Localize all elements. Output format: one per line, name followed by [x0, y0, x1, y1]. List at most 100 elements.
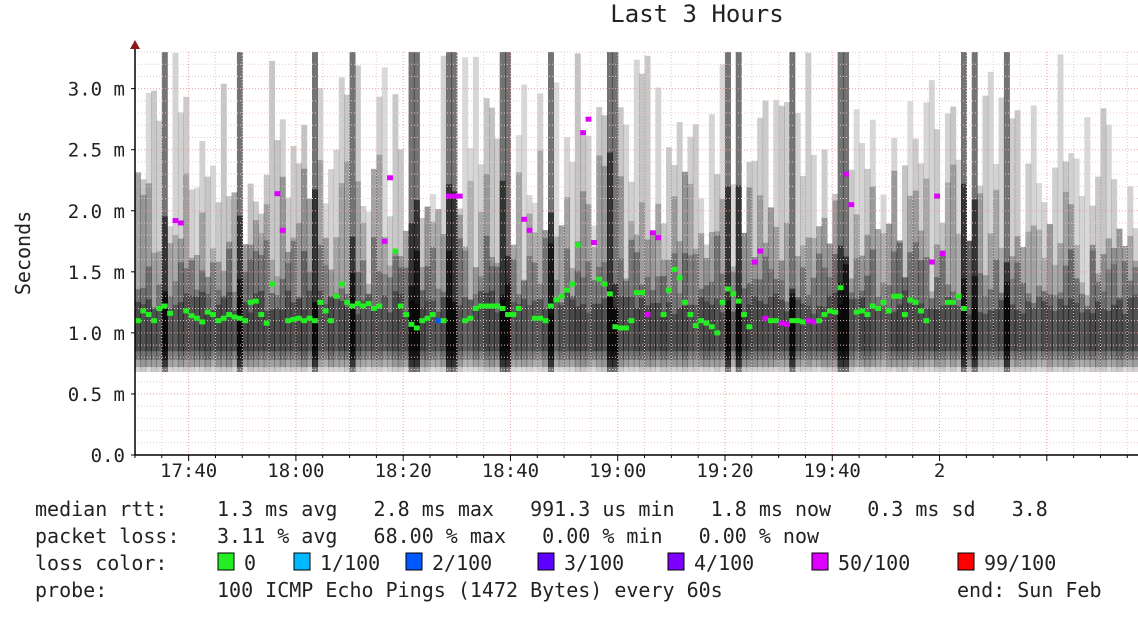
median-point	[435, 318, 442, 324]
x-tick-label: 18:20	[375, 460, 432, 482]
loss-swatch-box	[293, 552, 311, 571]
end-time: end: Sun Feb	[957, 578, 1102, 602]
smoke-band	[590, 225, 597, 372]
y-axis-arrow	[130, 40, 140, 49]
smoke-band	[371, 237, 377, 360]
smoke-band	[944, 297, 951, 352]
smoke-band	[692, 248, 699, 368]
smoke-column	[875, 229, 882, 372]
median-point	[859, 308, 865, 314]
smoke-column	[800, 176, 807, 372]
smoke-band	[312, 302, 318, 352]
loss-swatch-label: 2/100	[432, 551, 492, 575]
smoke-band	[306, 198, 313, 368]
smoke-band	[805, 237, 812, 368]
smoke-column	[649, 230, 656, 372]
median-point	[902, 312, 908, 318]
x-tick-label: 17:40	[160, 460, 217, 482]
smoke-column	[403, 230, 410, 372]
smoke-band	[907, 303, 914, 352]
smoke-band	[172, 234, 179, 368]
smoke-band	[601, 165, 608, 368]
median-point	[944, 299, 951, 305]
smoke-band	[333, 293, 340, 360]
smoke-band	[344, 294, 351, 360]
smoke-band	[955, 233, 962, 368]
median-point	[564, 287, 570, 293]
smoke-band	[837, 52, 844, 372]
smoke-band	[140, 287, 147, 360]
smoke-band	[285, 251, 292, 360]
smoke-band	[580, 191, 587, 368]
smoke-column	[928, 80, 935, 372]
smoke-band	[489, 266, 495, 360]
smoke-band	[773, 99, 780, 372]
smoke-band	[939, 222, 946, 372]
smoke-band	[145, 92, 152, 372]
smoke-band	[1073, 302, 1080, 352]
smoke-band	[1030, 302, 1037, 352]
smoke-band	[354, 271, 361, 360]
loss-swatch-box	[405, 552, 423, 571]
smoke-column	[912, 138, 919, 372]
smoke-column	[210, 165, 217, 372]
smoke-band	[215, 304, 222, 352]
smoke-band	[1116, 228, 1123, 368]
smoke-band	[923, 257, 930, 360]
smoke-column	[1052, 167, 1059, 372]
smoke-band	[226, 248, 233, 360]
smoke-column	[1003, 52, 1010, 372]
smoke-column	[596, 107, 603, 372]
smoke-band	[472, 306, 479, 352]
median-point	[934, 193, 941, 199]
smoke-column	[607, 52, 613, 372]
smoke-band	[730, 184, 737, 372]
smoke-band	[478, 212, 485, 368]
smoke-band	[365, 211, 372, 372]
smoke-band	[338, 183, 345, 368]
smoke-band	[751, 256, 758, 368]
smoke-band	[617, 176, 624, 368]
smoke-band	[687, 136, 694, 372]
smoke-band	[263, 240, 270, 360]
smoke-band	[757, 279, 764, 360]
smoke-band	[387, 277, 394, 360]
smoke-band	[757, 117, 764, 372]
smoke-band	[269, 292, 276, 360]
smoke-band	[928, 298, 935, 352]
smoke-band	[832, 292, 839, 352]
smoke-band	[1121, 313, 1128, 352]
smoke-band	[295, 296, 302, 360]
smoke-band	[167, 243, 174, 368]
smoke-band	[167, 295, 174, 360]
median-point	[387, 175, 393, 181]
smoke-band	[864, 275, 871, 360]
smoke-column	[151, 90, 158, 372]
median-point	[306, 315, 313, 321]
loss-swatch-box	[537, 552, 555, 571]
smoke-band	[918, 303, 925, 352]
smoke-column	[542, 230, 549, 372]
median-point	[741, 312, 747, 318]
smoke-band	[344, 94, 351, 372]
smoke-band	[655, 276, 662, 360]
smoke-column	[1111, 179, 1118, 372]
smoke-band	[982, 95, 989, 372]
smoke-column	[580, 134, 587, 372]
smoke-band	[365, 294, 372, 352]
smoke-band	[177, 262, 184, 368]
smoke-band	[253, 293, 259, 352]
smoke-column	[1127, 186, 1134, 372]
smoke-column	[526, 195, 533, 372]
smoke-band	[548, 52, 554, 372]
smoke-band	[194, 254, 200, 368]
smoke-column	[274, 140, 281, 372]
smoke-band	[676, 122, 683, 372]
smoke-band	[676, 293, 683, 360]
loss-swatch: 50/100	[811, 551, 910, 575]
smoke-band	[204, 309, 211, 352]
smoke-band	[982, 313, 989, 352]
smoke-column	[515, 135, 522, 372]
smoke-band	[301, 309, 308, 352]
median-point	[918, 308, 924, 314]
